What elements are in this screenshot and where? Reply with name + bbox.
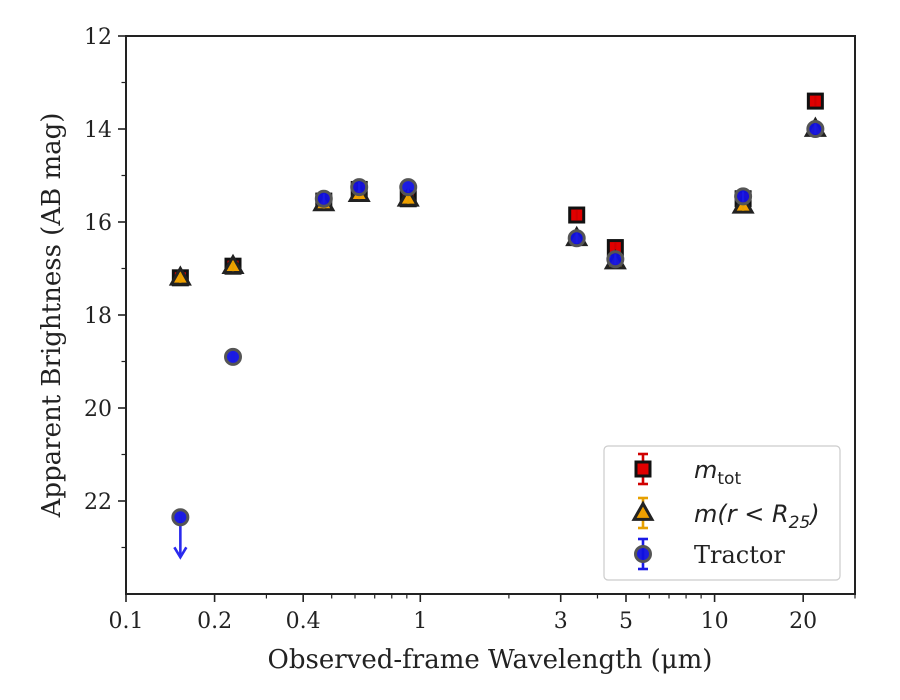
y-axis-label: Apparent Brightness (AB mag) <box>37 113 67 519</box>
legend-entry-tractor: Tractor <box>694 541 785 569</box>
legend-entry-mr25: m(r < R25) <box>694 500 820 533</box>
x-tick-label: 1 <box>413 609 427 634</box>
x-tick-label: 0.2 <box>197 609 232 634</box>
y-tick-label: 18 <box>84 304 112 329</box>
x-tick-label: 0.1 <box>109 609 144 634</box>
y-tick-label: 12 <box>84 25 112 50</box>
legend-entry-mtot: mtot <box>694 456 741 489</box>
legend-handles <box>631 452 655 571</box>
legend-marker <box>634 545 652 563</box>
legend-box <box>603 445 841 581</box>
x-tick-label: 10 <box>701 609 729 634</box>
y-tick-label: 22 <box>84 490 112 515</box>
legend-marker <box>631 500 655 521</box>
y-tick-label: 16 <box>84 211 112 236</box>
x-axis-ticks: 0.1 0.2 0.4 1 3 5 10 20 <box>109 594 856 634</box>
y-tick-label: 14 <box>84 118 112 143</box>
data-marks <box>168 92 827 560</box>
x-tick-label: 0.4 <box>286 609 321 634</box>
legend-marker <box>634 460 652 478</box>
series-0 <box>171 92 824 287</box>
x-tick-label: 3 <box>554 609 568 634</box>
series-1 <box>168 116 827 286</box>
y-tick-label: 20 <box>84 397 112 422</box>
series-2 <box>171 120 825 560</box>
x-tick-label: 20 <box>789 609 817 634</box>
upper-limit-arrow-head <box>173 546 188 560</box>
x-tick-label: 5 <box>619 609 633 634</box>
x-axis-label: Observed-frame Wavelength (μm) <box>268 645 713 675</box>
legend: mtot m(r < R25) Tractor <box>603 445 841 581</box>
y-axis-ticks: 12 14 16 18 20 22 <box>84 25 126 549</box>
